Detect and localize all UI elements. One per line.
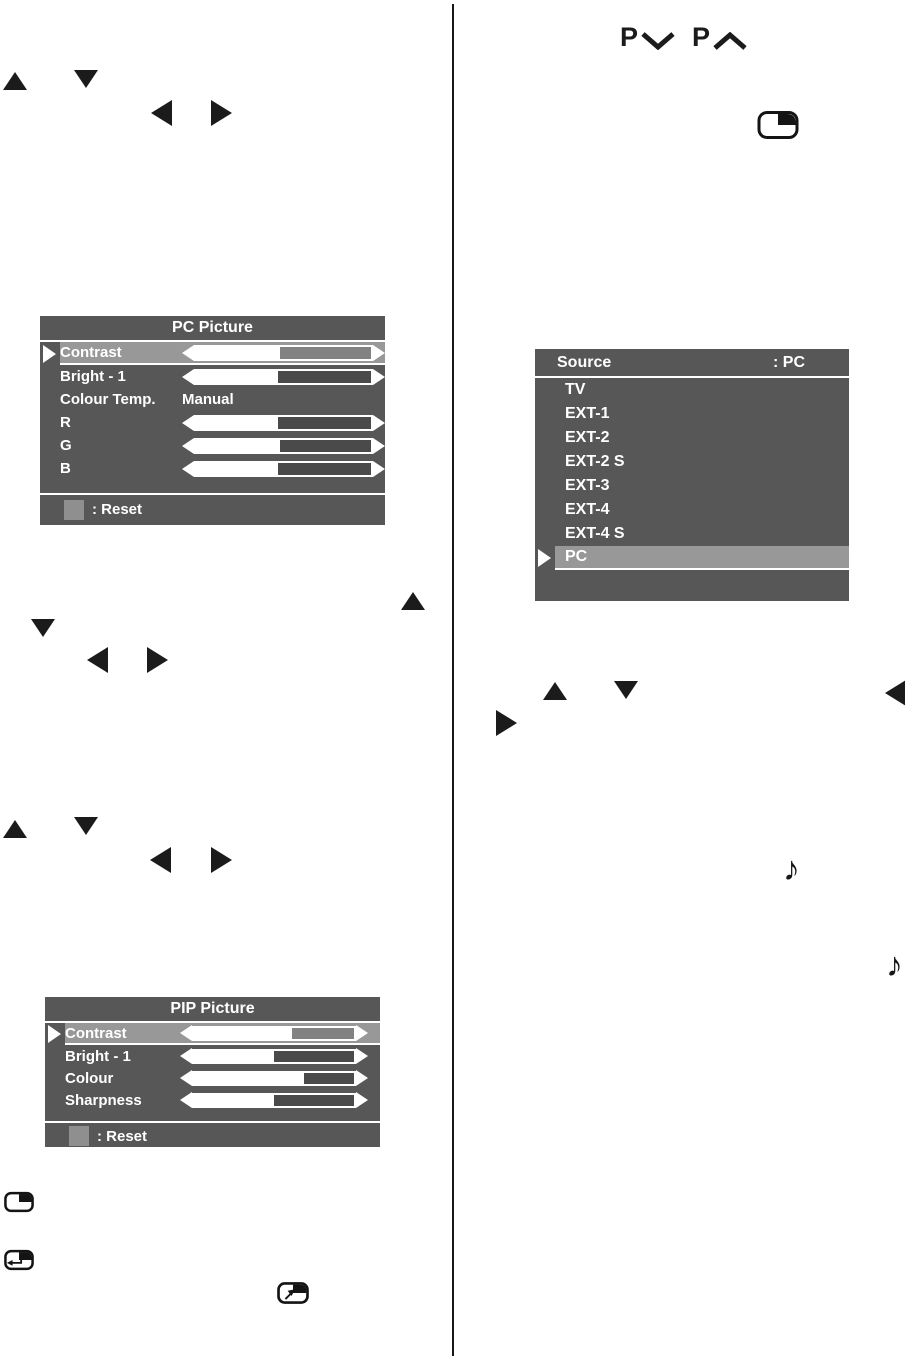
up-arrow-icon	[401, 592, 425, 610]
up-arrow-icon	[3, 820, 27, 838]
pip-position-button-icon	[277, 1282, 309, 1304]
bright-slider	[180, 1048, 368, 1064]
slider-right-arrow-icon	[356, 1070, 368, 1086]
pip-swap-button-icon	[4, 1249, 34, 1271]
cursor-icon	[43, 344, 56, 363]
source-item-ext1: EXT-1	[565, 405, 610, 422]
source-item-pc-selected: PC	[535, 546, 849, 570]
slider-left-arrow-icon	[182, 414, 194, 431]
down-arrow-icon	[74, 70, 98, 88]
menu-row-red: R	[40, 411, 385, 434]
menu-row-contrast: Contrast	[45, 1023, 380, 1045]
menu-separator	[45, 1121, 380, 1123]
menu-row-colour: Colour	[45, 1067, 380, 1089]
left-arrow-icon	[87, 647, 108, 673]
slider-right-arrow-icon	[373, 460, 385, 477]
p-down-label: P	[620, 22, 639, 52]
left-arrow-icon	[151, 100, 172, 126]
source-menu: Source : PC TV EXT-1 EXT-2 EXT-2 S EXT-3…	[535, 349, 849, 601]
sharpness-slider	[180, 1092, 368, 1108]
menu-title: PIP Picture	[45, 997, 380, 1023]
menu-empty-row	[535, 570, 849, 601]
slider-left-arrow-icon	[180, 1070, 192, 1086]
green-slider	[182, 437, 385, 454]
menu-row-blue: B	[40, 457, 385, 480]
slider-left-arrow-icon	[182, 368, 194, 385]
menu-row-bright: Bright - 1	[45, 1045, 380, 1067]
contrast-slider	[180, 1025, 368, 1041]
menu-header: Source : PC	[535, 349, 849, 378]
red-slider	[182, 414, 385, 431]
source-item-ext2s: EXT-2 S	[565, 453, 625, 470]
source-item-tv: TV	[565, 381, 586, 398]
contrast-slider	[182, 344, 385, 361]
source-item-ext4s: EXT-4 S	[565, 525, 625, 542]
colour-temp-value: Manual	[182, 391, 234, 408]
music-note-icon: ♪	[783, 850, 800, 888]
pip-button-icon	[757, 111, 799, 139]
source-item-ext2: EXT-2	[565, 429, 610, 446]
blue-slider	[182, 460, 385, 477]
current-source-value: : PC	[773, 354, 805, 371]
up-arrow-icon	[543, 682, 567, 700]
pip-button-icon	[4, 1191, 34, 1213]
slider-right-arrow-icon	[373, 344, 385, 361]
music-note-icon: ♪	[886, 946, 903, 984]
down-arrow-icon	[74, 817, 98, 835]
slider-right-arrow-icon	[356, 1092, 368, 1108]
slider-right-arrow-icon	[356, 1048, 368, 1064]
program-up-down-buttons: P P	[620, 24, 747, 51]
reset-hint: : Reset	[45, 1123, 380, 1149]
cursor-icon	[538, 549, 551, 567]
up-arrow-icon	[3, 72, 27, 90]
slider-left-arrow-icon	[180, 1092, 192, 1108]
menu-row-bright: Bright - 1	[40, 365, 385, 388]
slider-right-arrow-icon	[356, 1025, 368, 1041]
slider-right-arrow-icon	[373, 368, 385, 385]
menu-title: PC Picture	[40, 316, 385, 342]
slider-left-arrow-icon	[182, 437, 194, 454]
reset-hint: : Reset	[40, 495, 385, 524]
reset-key-icon	[69, 1126, 89, 1146]
slider-right-arrow-icon	[373, 414, 385, 431]
left-arrow-icon	[150, 847, 171, 873]
slider-left-arrow-icon	[180, 1025, 192, 1041]
menu-row-contrast: Contrast	[40, 342, 385, 365]
down-arrow-icon	[614, 681, 638, 699]
p-up-label: P	[692, 22, 711, 52]
slider-right-arrow-icon	[373, 437, 385, 454]
bright-slider	[182, 368, 385, 385]
menu-row-sharpness: Sharpness	[45, 1089, 380, 1111]
right-arrow-icon	[147, 647, 168, 673]
chevron-up-icon	[713, 31, 747, 50]
pip-picture-menu: PIP Picture Contrast Bright - 1	[45, 997, 380, 1147]
pc-picture-menu: PC Picture Contrast Bright - 1	[40, 316, 385, 525]
reset-key-icon	[64, 499, 84, 520]
menu-row-colour-temp: Colour Temp. Manual	[40, 388, 385, 411]
colour-slider	[180, 1070, 368, 1086]
left-arrow-icon	[885, 680, 905, 706]
menu-separator	[40, 493, 385, 495]
right-arrow-icon	[211, 847, 232, 873]
right-arrow-icon	[496, 710, 517, 736]
cursor-icon	[48, 1025, 61, 1043]
down-arrow-icon	[31, 619, 55, 637]
source-item-ext3: EXT-3	[565, 477, 610, 494]
chevron-down-icon	[641, 31, 675, 50]
source-item-ext4: EXT-4	[565, 501, 610, 518]
right-arrow-icon	[211, 100, 232, 126]
slider-left-arrow-icon	[182, 460, 194, 477]
menu-title: Source	[557, 354, 612, 371]
column-divider	[452, 4, 454, 1356]
slider-left-arrow-icon	[180, 1048, 192, 1064]
slider-left-arrow-icon	[182, 344, 194, 361]
menu-row-green: G	[40, 434, 385, 457]
